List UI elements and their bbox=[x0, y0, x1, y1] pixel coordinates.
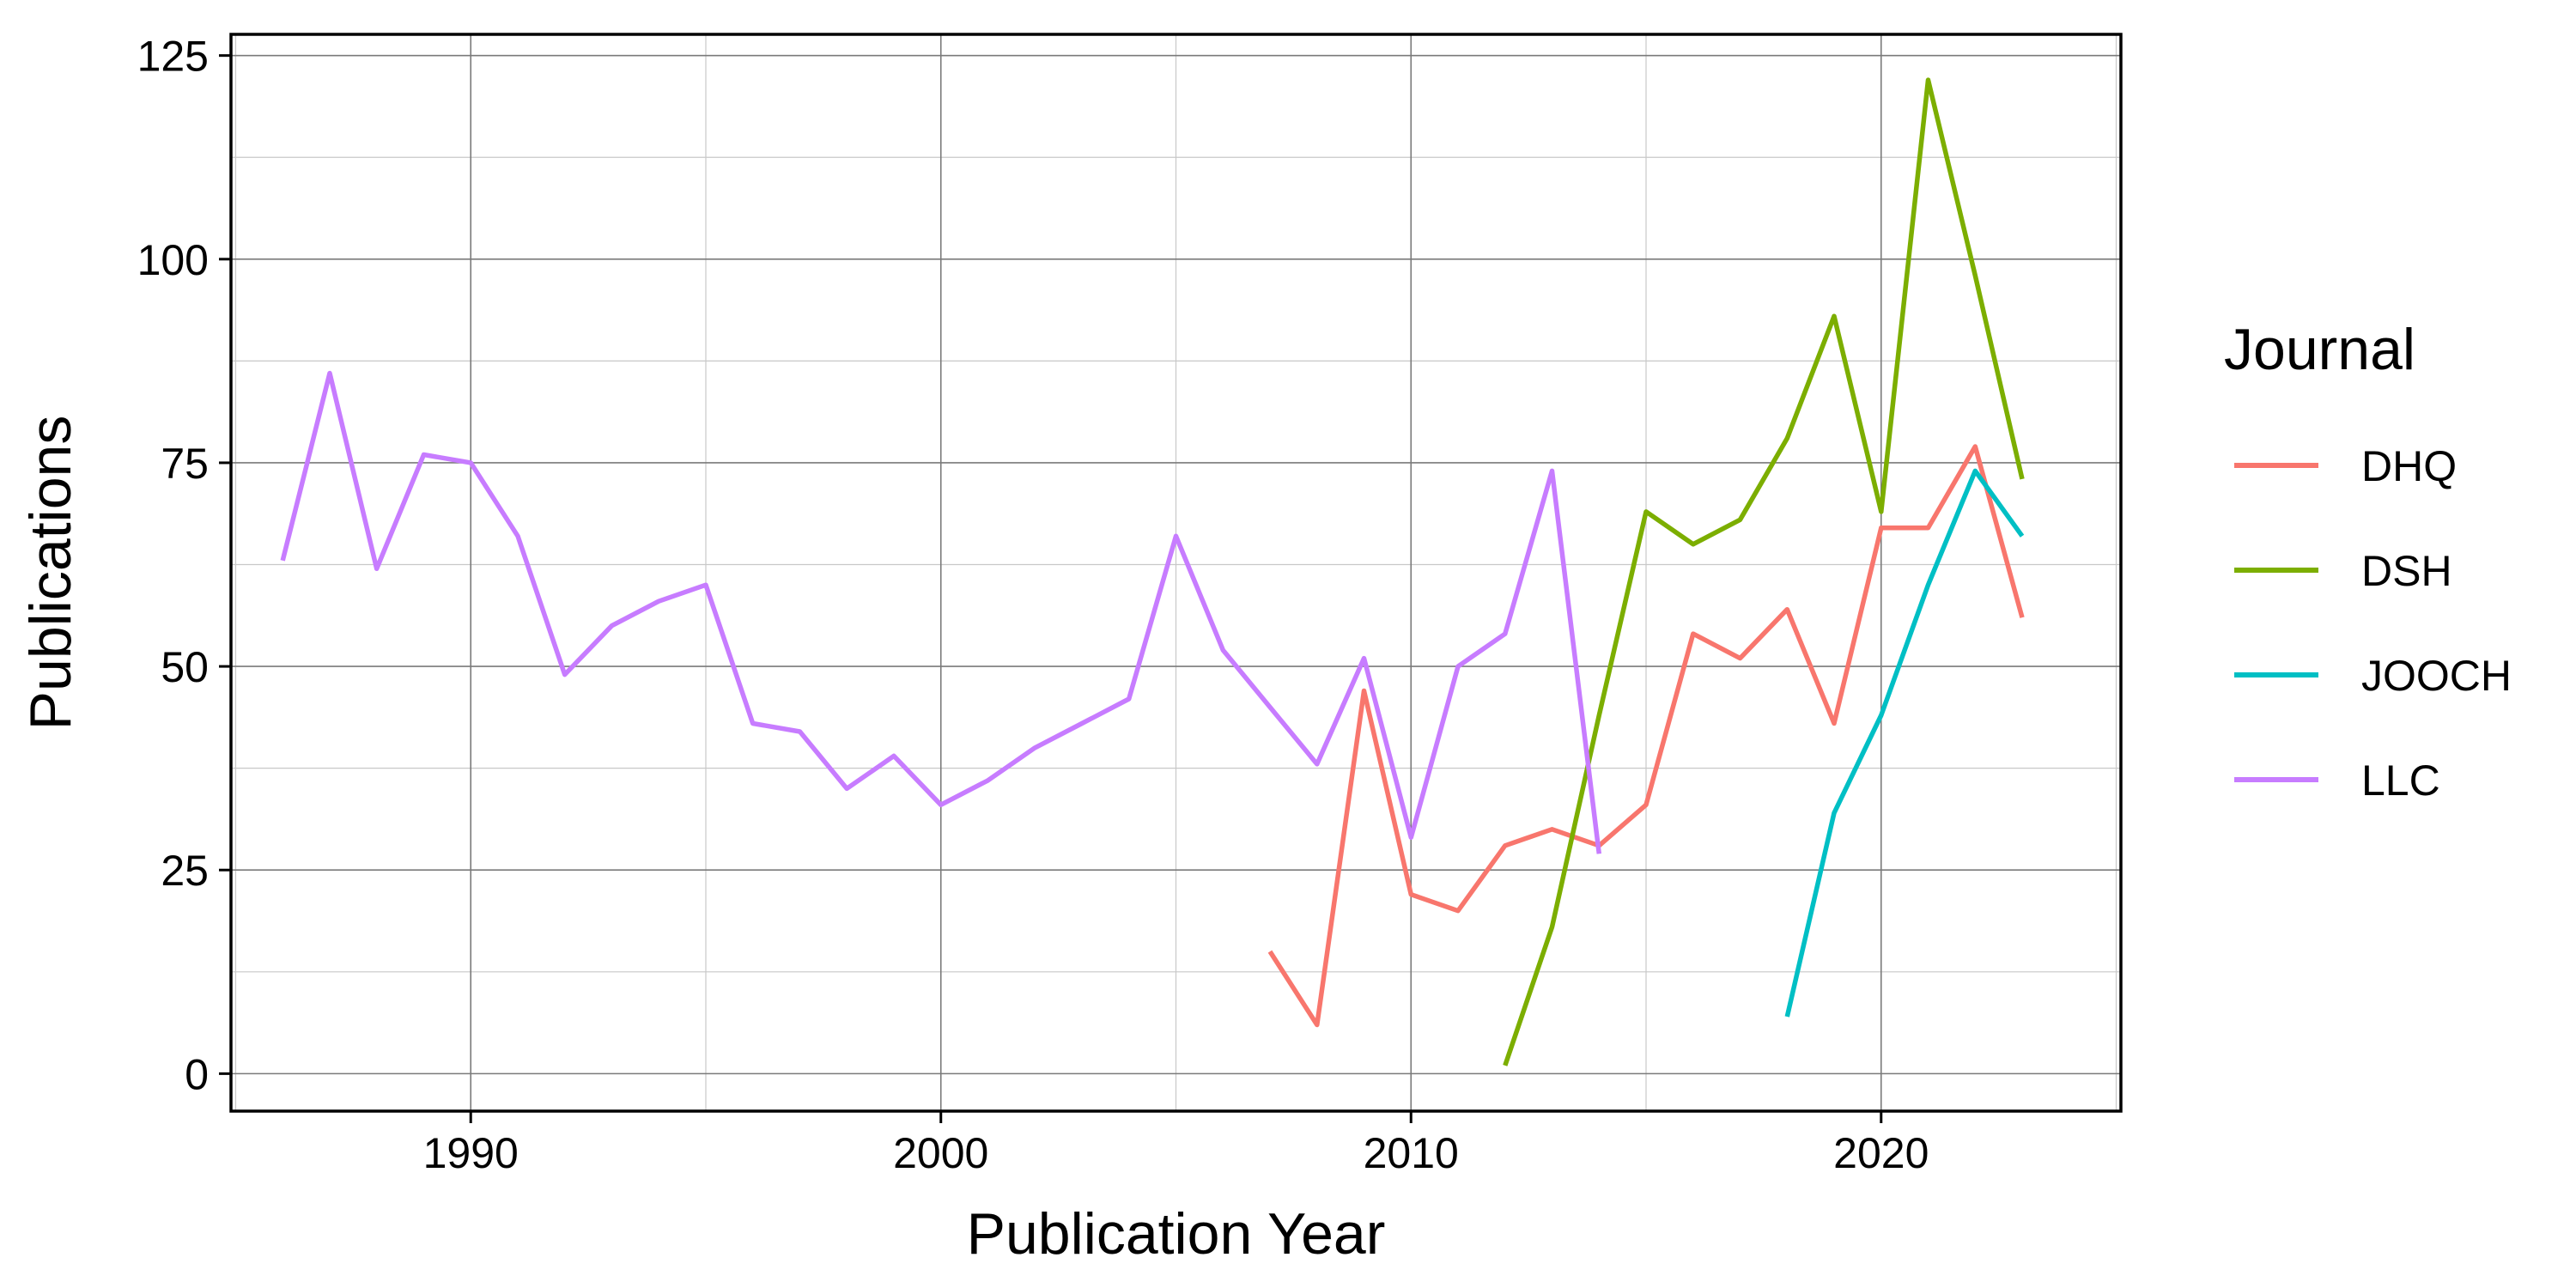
series-line-dhq bbox=[1267, 444, 2025, 1028]
x-tick-label: 2000 bbox=[893, 1129, 988, 1177]
legend: Journal DHQ DSH JOOCH LLC bbox=[2224, 317, 2512, 805]
legend-title: Journal bbox=[2224, 317, 2415, 382]
legend-label-dsh: DSH bbox=[2361, 547, 2452, 595]
series-line-dsh bbox=[1503, 77, 2025, 1066]
y-tick-label: 100 bbox=[137, 236, 209, 284]
y-tick-label: 0 bbox=[185, 1050, 209, 1098]
y-tick-label: 75 bbox=[161, 440, 209, 488]
x-tick-label: 2020 bbox=[1833, 1129, 1929, 1177]
legend-label-llc: LLC bbox=[2361, 756, 2440, 805]
legend-label-dhq: DHQ bbox=[2361, 442, 2457, 490]
x-axis-title: Publication Year bbox=[967, 1201, 1386, 1267]
y-tick-label: 25 bbox=[161, 847, 209, 895]
y-tick-label: 50 bbox=[161, 643, 209, 691]
series-line-llc bbox=[280, 370, 1602, 854]
plot-panel-border bbox=[229, 33, 2123, 1113]
y-tick-label: 125 bbox=[137, 33, 209, 81]
x-tick-label: 1990 bbox=[423, 1129, 519, 1177]
x-tick-label: 2010 bbox=[1364, 1129, 1459, 1177]
y-axis-title: Publications bbox=[18, 416, 83, 731]
legend-label-jooch: JOOCH bbox=[2361, 652, 2512, 700]
x-axis: 1990 2000 2010 2020 bbox=[423, 1111, 1929, 1177]
series-lines bbox=[280, 77, 2025, 1066]
y-axis: 0 25 50 75 100 125 bbox=[137, 33, 231, 1098]
grid-lines bbox=[231, 34, 2121, 1111]
series-line-jooch bbox=[1784, 468, 2025, 1018]
